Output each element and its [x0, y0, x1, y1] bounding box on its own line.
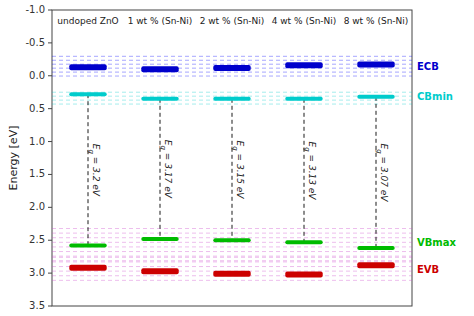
level-bar — [141, 66, 178, 72]
level-bar — [141, 97, 178, 101]
category-label: 2 wt % (Sn-Ni) — [200, 16, 265, 26]
reference-line — [52, 60, 412, 61]
bandgap-label: Eg = 3.13 eV — [303, 141, 317, 200]
category-label: 8 wt % (Sn-Ni) — [344, 16, 409, 26]
level-bar — [141, 268, 178, 274]
bandgap-line — [88, 94, 89, 245]
reference-line — [52, 261, 412, 262]
y-tick-label: 1.0 — [29, 136, 45, 147]
level-bar — [69, 64, 106, 70]
level-bar — [69, 92, 106, 96]
chart: -1.0 -0.5 0.0 0.5 1.0 1.5 2.0 2.5 3.0 3.5 Energy [… — [0, 0, 474, 316]
reference-line — [52, 237, 412, 238]
level-bar — [213, 271, 250, 277]
bandgap-label: Eg = 3.07 eV — [375, 143, 389, 202]
level-bar — [357, 95, 394, 99]
y-tick-label: 2.5 — [29, 234, 45, 245]
y-tick-label: 3.5 — [29, 300, 45, 311]
category-label: undoped ZnO — [57, 16, 118, 26]
reference-line — [52, 257, 412, 258]
plot-frame — [52, 10, 412, 306]
y-axis-label: Energy [eV] — [7, 126, 20, 191]
reference-line — [52, 72, 412, 73]
y-tick-label: -1.0 — [25, 4, 45, 15]
level-bar — [357, 262, 394, 268]
level-bar — [213, 238, 250, 242]
reference-line — [52, 76, 412, 77]
level-bar — [69, 243, 106, 247]
reference-line — [52, 56, 412, 57]
category-label: 1 wt % (Sn-Ni) — [128, 16, 193, 26]
series-label: EVB — [417, 264, 439, 275]
level-bar — [141, 237, 178, 241]
y-tick-label: 0.0 — [29, 70, 45, 81]
bandgap-line — [376, 97, 377, 248]
y-tick — [48, 10, 52, 11]
series-label: ECB — [417, 61, 439, 72]
reference-line — [52, 104, 412, 105]
series-label: VBmax — [417, 237, 457, 248]
y-tick — [48, 207, 52, 208]
y-tick — [48, 174, 52, 175]
bandgap-label: Eg = 3.2 eV — [87, 144, 101, 197]
y-axis: -1.0 -0.5 0.0 0.5 1.0 1.5 2.0 2.5 3.0 3.5 — [25, 4, 52, 311]
bandgap-line — [160, 99, 161, 239]
bandgap-line — [232, 99, 233, 240]
bandgap-label: Eg = 3.15 eV — [231, 141, 245, 200]
y-tick-label: 1.5 — [29, 168, 45, 179]
level-bar — [285, 271, 322, 277]
y-tick-label: 3.0 — [29, 267, 45, 278]
level-bar — [285, 240, 322, 244]
level-bar — [357, 246, 394, 250]
y-tick — [48, 42, 52, 43]
level-bar — [357, 62, 394, 68]
level-bar — [285, 97, 322, 101]
bandgap-line — [304, 99, 305, 242]
series-label: CBmin — [417, 91, 453, 102]
reference-line — [52, 280, 412, 281]
level-bar — [213, 97, 250, 101]
y-tick — [48, 306, 52, 307]
level-bar — [69, 265, 106, 271]
y-tick — [48, 75, 52, 76]
reference-line — [52, 251, 412, 252]
bandgap-label: Eg = 3.17 eV — [159, 140, 173, 199]
y-tick-label: 0.5 — [29, 103, 45, 114]
plot-marks — [52, 56, 412, 280]
level-bar — [285, 62, 322, 68]
y-tick — [48, 240, 52, 241]
y-tick — [48, 141, 52, 142]
level-bar — [213, 65, 250, 71]
reference-line — [52, 260, 412, 261]
y-tick — [48, 108, 52, 109]
y-tick-label: -0.5 — [25, 37, 45, 48]
reference-line — [52, 92, 412, 93]
reference-line — [52, 256, 412, 257]
category-label: 4 wt % (Sn-Ni) — [272, 16, 337, 26]
y-tick — [48, 273, 52, 274]
labels: undoped ZnO 1 wt % (Sn-Ni) 2 wt % (Sn-Ni) 4… — [57, 16, 456, 275]
y-tick-label: 2.0 — [29, 201, 45, 212]
